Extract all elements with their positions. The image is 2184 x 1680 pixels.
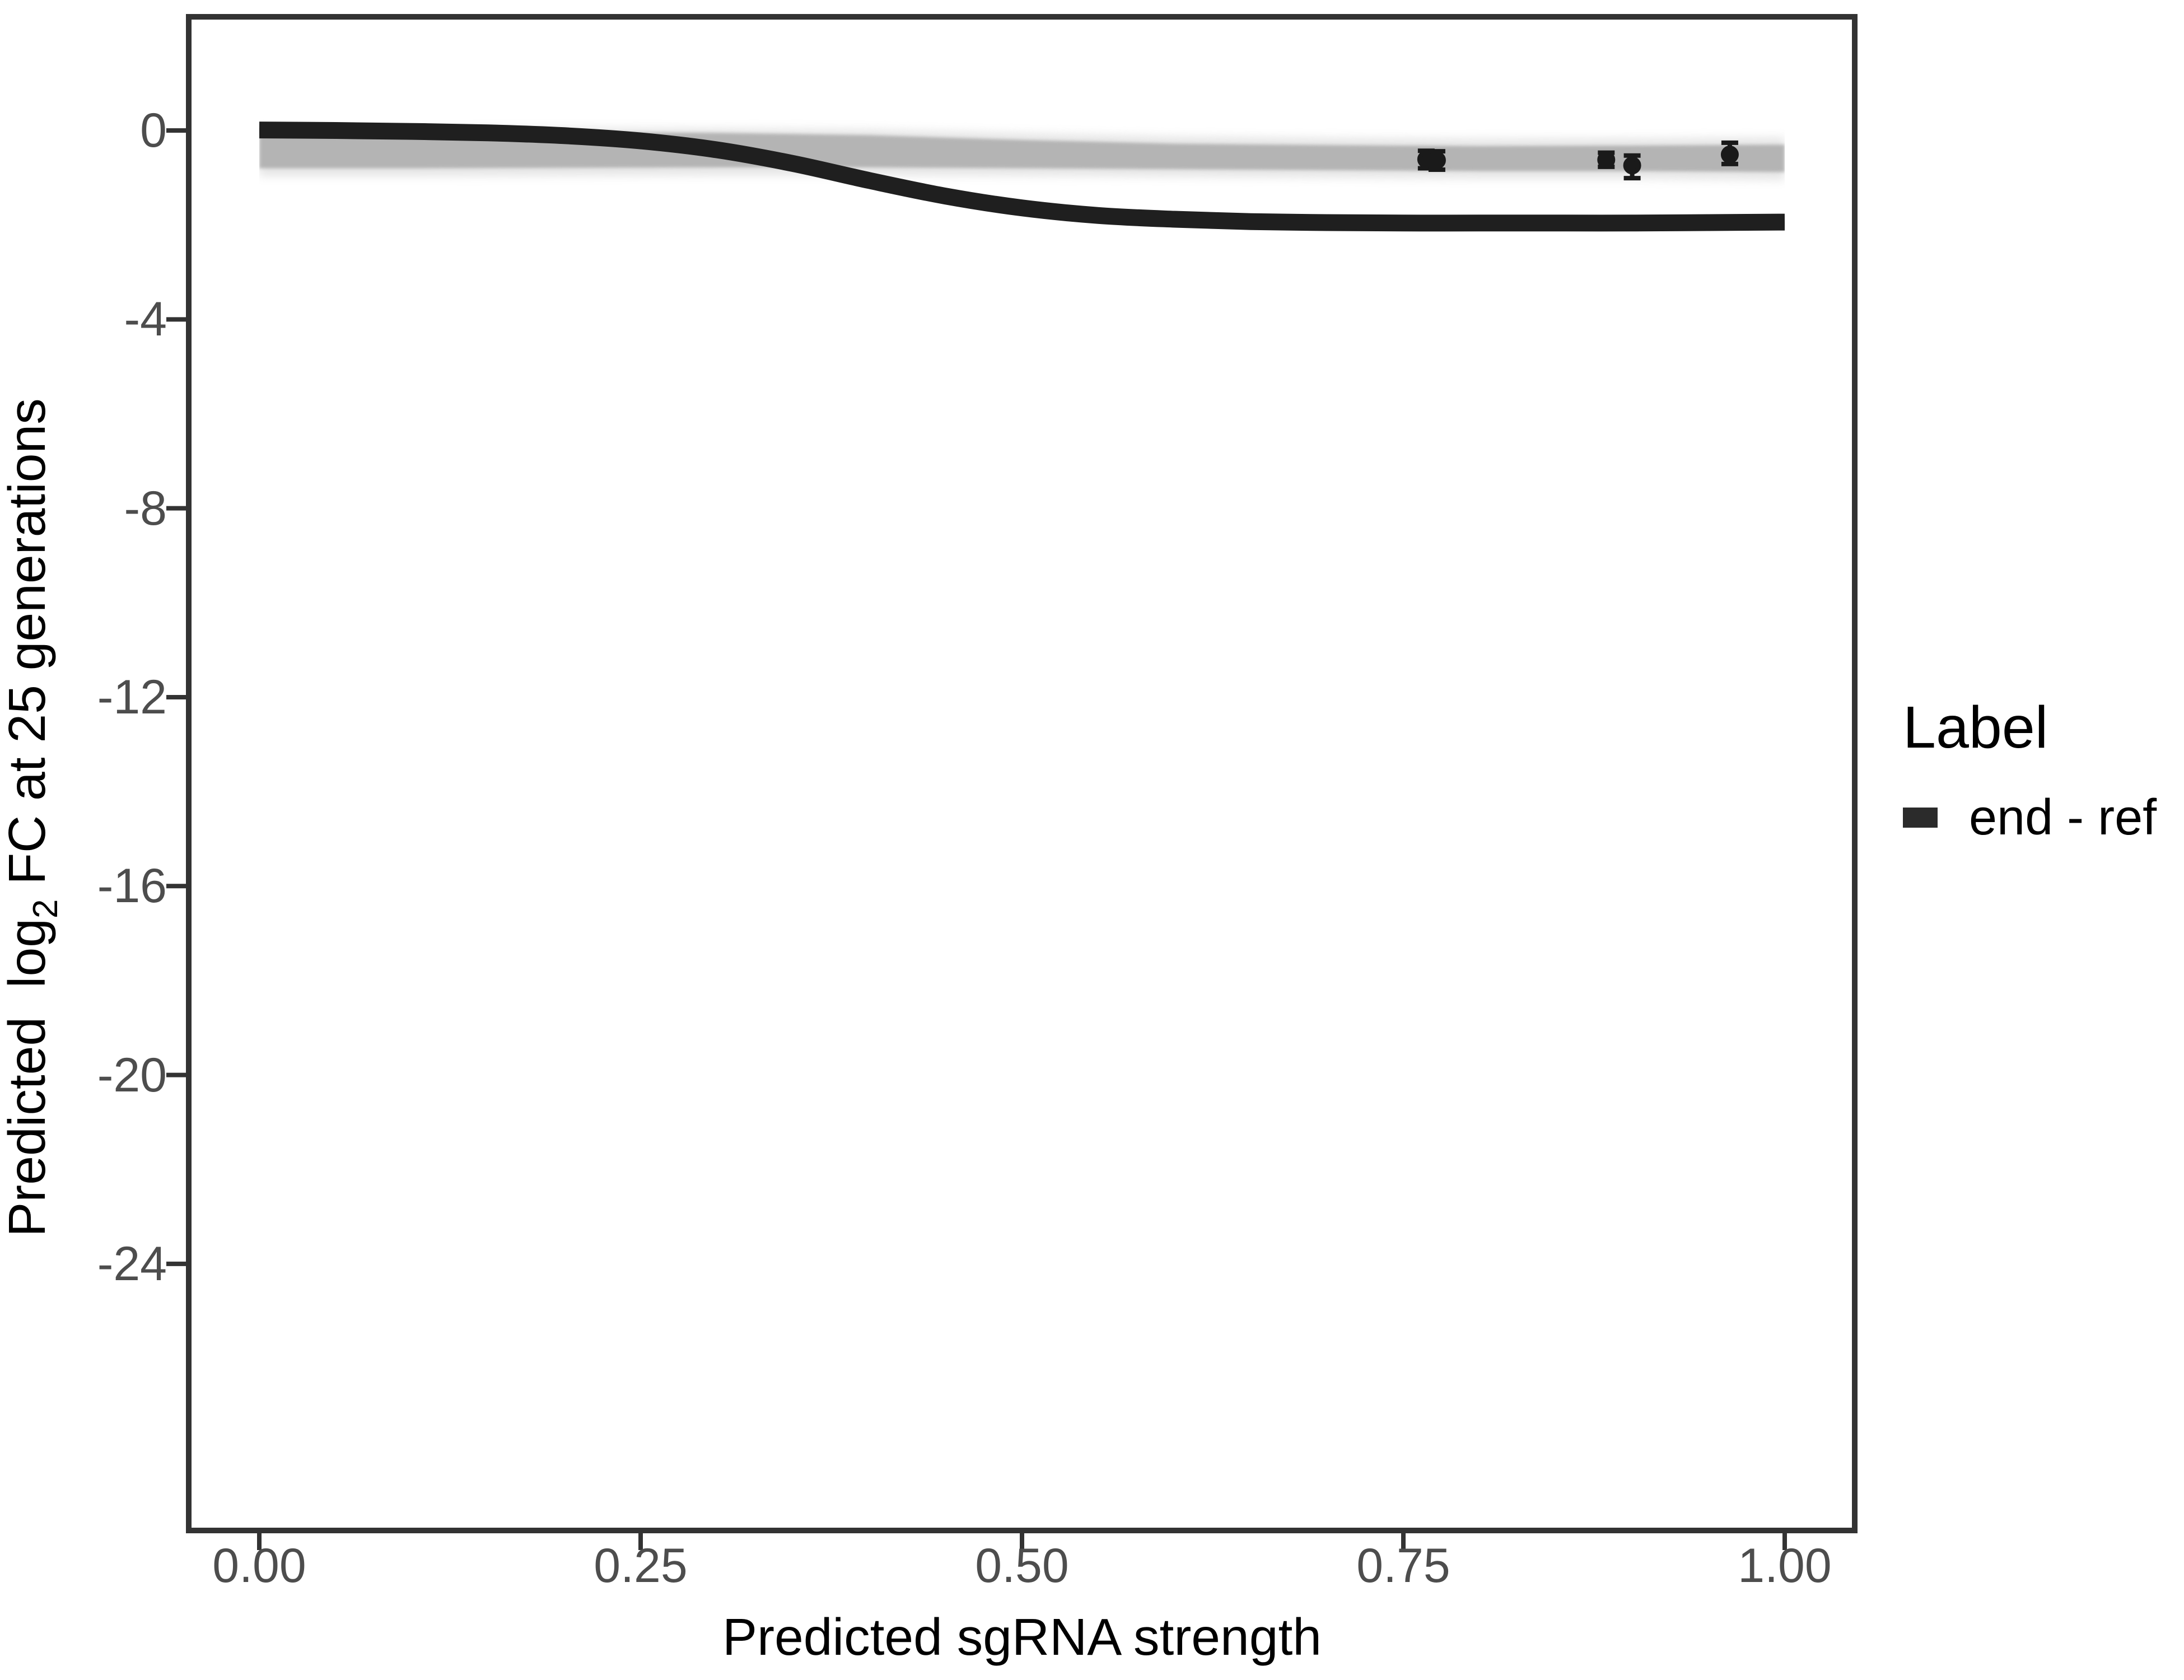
legend-item: end - ref xyxy=(1903,784,2157,851)
legend-key-line xyxy=(1903,808,1938,828)
data-point xyxy=(1597,151,1616,169)
data-point xyxy=(1720,146,1739,164)
y-tick-label: -12 xyxy=(97,670,167,724)
axis-ticks xyxy=(166,128,1787,1550)
legend-item-label: end - ref xyxy=(1969,790,2157,846)
x-tick-label: 0.25 xyxy=(594,1539,688,1593)
data-point xyxy=(1623,156,1641,175)
data-points xyxy=(1417,140,1739,181)
y-axis-title: Predicted log2 FC at 25 generations xyxy=(0,398,77,1237)
x-tick-label: 1.00 xyxy=(1738,1539,1832,1593)
x-tick-label: 0.75 xyxy=(1356,1539,1450,1593)
x-tick-label: 0.50 xyxy=(975,1539,1069,1593)
smooth-line xyxy=(259,122,1785,232)
y-axis-title-subscript: 2 xyxy=(26,899,65,919)
y-tick-label: -8 xyxy=(124,481,167,535)
y-tick-label: -24 xyxy=(97,1236,167,1291)
y-tick-label: 0 xyxy=(140,104,167,157)
x-axis-title: Predicted sgRNA strength xyxy=(722,1608,1322,1666)
y-tick-label: -4 xyxy=(124,292,167,347)
data-point xyxy=(1427,151,1446,170)
legend-title: Label xyxy=(1903,694,2048,760)
y-axis-title-prefix: Predicted log xyxy=(0,918,56,1237)
y-tick-label: -20 xyxy=(97,1048,167,1102)
y-axis-title-suffix: FC at 25 generations xyxy=(0,398,56,899)
legend: Label end - ref xyxy=(1903,697,2157,851)
x-tick-label: 0.00 xyxy=(212,1539,306,1593)
panel-border xyxy=(186,14,1858,1533)
y-tick-label: -16 xyxy=(97,859,167,913)
